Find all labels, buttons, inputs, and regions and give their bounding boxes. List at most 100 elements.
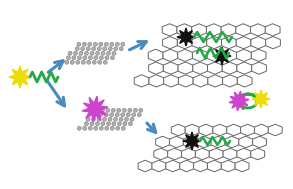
Polygon shape (192, 36, 207, 49)
Circle shape (130, 117, 134, 121)
Polygon shape (194, 160, 207, 172)
Polygon shape (209, 148, 223, 160)
Polygon shape (265, 24, 280, 36)
Polygon shape (162, 24, 177, 36)
Circle shape (112, 122, 116, 126)
Circle shape (114, 117, 117, 121)
Circle shape (108, 117, 112, 121)
Polygon shape (268, 124, 282, 136)
Polygon shape (183, 132, 201, 150)
Circle shape (88, 56, 92, 60)
Circle shape (85, 51, 88, 55)
Polygon shape (180, 160, 194, 172)
Polygon shape (207, 36, 222, 49)
Circle shape (59, 60, 63, 64)
Polygon shape (252, 62, 266, 74)
Circle shape (90, 51, 94, 55)
Circle shape (77, 56, 81, 60)
Circle shape (87, 60, 91, 64)
Circle shape (111, 108, 115, 112)
Circle shape (99, 113, 103, 117)
Polygon shape (178, 62, 193, 74)
Circle shape (96, 122, 99, 126)
Circle shape (110, 113, 114, 117)
Circle shape (83, 56, 87, 60)
Circle shape (98, 60, 102, 64)
Circle shape (74, 51, 78, 55)
Circle shape (86, 117, 90, 121)
Polygon shape (227, 124, 241, 136)
Polygon shape (195, 148, 209, 160)
Polygon shape (235, 160, 249, 172)
Circle shape (137, 113, 141, 117)
Polygon shape (207, 49, 222, 61)
Circle shape (128, 122, 132, 126)
Polygon shape (156, 136, 170, 148)
Polygon shape (207, 62, 222, 74)
Circle shape (99, 126, 103, 130)
Circle shape (94, 126, 98, 130)
Circle shape (93, 113, 97, 117)
Polygon shape (163, 49, 178, 61)
Circle shape (101, 122, 105, 126)
Circle shape (81, 60, 85, 64)
Circle shape (105, 126, 109, 130)
Circle shape (82, 42, 86, 46)
Polygon shape (166, 160, 180, 172)
Polygon shape (213, 47, 231, 65)
Polygon shape (239, 136, 253, 148)
Circle shape (121, 113, 125, 117)
Circle shape (97, 47, 101, 51)
Polygon shape (199, 124, 213, 136)
Polygon shape (222, 36, 236, 49)
Polygon shape (138, 160, 152, 172)
Circle shape (92, 60, 96, 64)
Polygon shape (229, 91, 249, 111)
Circle shape (88, 126, 92, 130)
Polygon shape (222, 49, 236, 61)
Circle shape (115, 42, 119, 46)
Circle shape (104, 113, 108, 117)
Polygon shape (148, 49, 163, 61)
Circle shape (110, 56, 114, 60)
Polygon shape (253, 136, 267, 148)
Circle shape (75, 47, 79, 51)
Circle shape (72, 56, 76, 60)
Polygon shape (251, 24, 265, 36)
Circle shape (103, 47, 107, 51)
Circle shape (86, 47, 90, 51)
Polygon shape (185, 124, 199, 136)
Polygon shape (236, 24, 251, 36)
Circle shape (123, 122, 127, 126)
Polygon shape (251, 36, 266, 49)
Circle shape (125, 117, 129, 121)
Polygon shape (208, 75, 223, 87)
Circle shape (84, 122, 88, 126)
Circle shape (68, 51, 72, 55)
Polygon shape (152, 160, 166, 172)
Polygon shape (221, 160, 235, 172)
Polygon shape (223, 75, 237, 87)
Polygon shape (223, 148, 237, 160)
Polygon shape (178, 49, 193, 61)
Polygon shape (178, 75, 193, 87)
Circle shape (99, 56, 103, 60)
Polygon shape (237, 75, 252, 87)
Circle shape (94, 56, 98, 60)
Circle shape (126, 113, 130, 117)
Polygon shape (177, 36, 192, 49)
Circle shape (105, 56, 109, 60)
Polygon shape (197, 136, 211, 148)
Polygon shape (225, 136, 239, 148)
Polygon shape (237, 62, 252, 74)
Polygon shape (236, 49, 251, 61)
Circle shape (77, 42, 81, 46)
Polygon shape (9, 66, 31, 88)
Polygon shape (213, 124, 227, 136)
Circle shape (96, 51, 100, 55)
Polygon shape (211, 136, 225, 148)
Polygon shape (171, 124, 185, 136)
Circle shape (92, 47, 96, 51)
Polygon shape (206, 24, 221, 36)
Circle shape (108, 47, 112, 51)
